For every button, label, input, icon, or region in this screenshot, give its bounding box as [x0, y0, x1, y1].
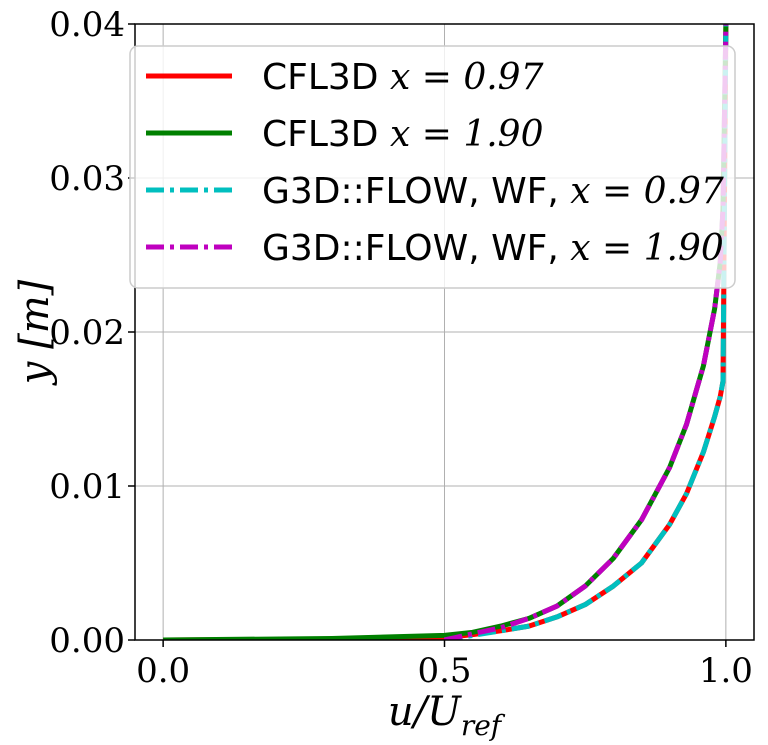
legend-label-math: x = 1.90 — [570, 228, 724, 269]
x-axis-title: u/Uref — [388, 689, 506, 742]
y-tick-label: 0.00 — [49, 621, 125, 661]
x-tick-label: 1.0 — [699, 651, 753, 691]
legend-label-prefix: CFL3D — [262, 114, 390, 155]
y-tick-label: 0.04 — [49, 5, 125, 45]
legend-label-prefix: CFL3D — [262, 57, 390, 98]
legend-box — [129, 45, 736, 289]
series-line-3 — [443, 24, 729, 640]
legend-label-prefix: G3D::FLOW, WF, — [262, 228, 570, 269]
y-axis-title: y [m] — [12, 279, 58, 386]
legend-label-1: CFL3D x = 1.90 — [262, 114, 543, 155]
legend-label-math: x = 1.90 — [390, 114, 544, 155]
x-tick-label: 0.0 — [136, 651, 190, 691]
legend-label-2: G3D::FLOW, WF, x = 0.97 — [262, 171, 724, 212]
legend-label-0: CFL3D x = 0.97 — [262, 57, 544, 98]
legend-label-3: G3D::FLOW, WF, x = 1.90 — [262, 228, 724, 269]
x-tick-label: 0.5 — [417, 651, 471, 691]
series-line-2 — [444, 24, 729, 640]
legend-label-math: x = 0.97 — [390, 57, 544, 98]
y-tick-label: 0.02 — [49, 313, 125, 353]
legend-label-math: x = 0.97 — [570, 171, 724, 212]
x-axis-title-subscript: ref — [461, 709, 506, 742]
axis-titles: u/Uref y [m] — [12, 279, 506, 742]
y-tick-label: 0.01 — [49, 467, 125, 507]
legend-label-prefix: G3D::FLOW, WF, — [262, 171, 570, 212]
series-layer — [163, 24, 729, 640]
y-tick-label: 0.03 — [49, 159, 125, 199]
ticks: 0.0 0.5 1.0 0.00 0.01 0.02 0.03 0.04 — [49, 5, 753, 691]
